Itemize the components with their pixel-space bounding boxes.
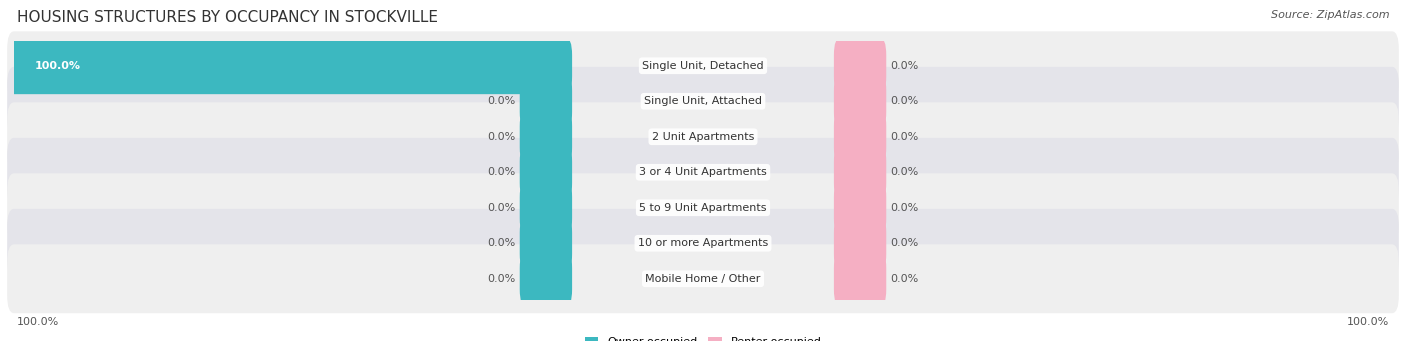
Text: 0.0%: 0.0% bbox=[890, 132, 918, 142]
Text: 100.0%: 100.0% bbox=[17, 317, 59, 327]
Text: 0.0%: 0.0% bbox=[488, 274, 516, 284]
Text: 0.0%: 0.0% bbox=[488, 167, 516, 177]
Text: 0.0%: 0.0% bbox=[890, 203, 918, 213]
Text: 0.0%: 0.0% bbox=[488, 132, 516, 142]
FancyBboxPatch shape bbox=[834, 38, 886, 94]
Text: 100.0%: 100.0% bbox=[35, 61, 80, 71]
Text: 0.0%: 0.0% bbox=[890, 61, 918, 71]
FancyBboxPatch shape bbox=[7, 102, 1399, 171]
FancyBboxPatch shape bbox=[7, 138, 1399, 207]
Text: Single Unit, Attached: Single Unit, Attached bbox=[644, 96, 762, 106]
FancyBboxPatch shape bbox=[834, 73, 886, 130]
Text: 0.0%: 0.0% bbox=[890, 96, 918, 106]
Text: Single Unit, Detached: Single Unit, Detached bbox=[643, 61, 763, 71]
FancyBboxPatch shape bbox=[7, 38, 572, 94]
Text: 10 or more Apartments: 10 or more Apartments bbox=[638, 238, 768, 248]
FancyBboxPatch shape bbox=[834, 144, 886, 201]
Text: 0.0%: 0.0% bbox=[488, 238, 516, 248]
FancyBboxPatch shape bbox=[520, 144, 572, 201]
FancyBboxPatch shape bbox=[7, 31, 1399, 100]
FancyBboxPatch shape bbox=[834, 108, 886, 165]
FancyBboxPatch shape bbox=[7, 209, 1399, 278]
Text: 0.0%: 0.0% bbox=[890, 238, 918, 248]
FancyBboxPatch shape bbox=[834, 179, 886, 236]
FancyBboxPatch shape bbox=[520, 108, 572, 165]
Text: 5 to 9 Unit Apartments: 5 to 9 Unit Apartments bbox=[640, 203, 766, 213]
Text: 0.0%: 0.0% bbox=[488, 96, 516, 106]
Text: 100.0%: 100.0% bbox=[1347, 317, 1389, 327]
FancyBboxPatch shape bbox=[520, 215, 572, 272]
FancyBboxPatch shape bbox=[520, 250, 572, 307]
FancyBboxPatch shape bbox=[7, 173, 1399, 242]
Text: Source: ZipAtlas.com: Source: ZipAtlas.com bbox=[1271, 10, 1389, 20]
Text: 3 or 4 Unit Apartments: 3 or 4 Unit Apartments bbox=[640, 167, 766, 177]
Text: 2 Unit Apartments: 2 Unit Apartments bbox=[652, 132, 754, 142]
FancyBboxPatch shape bbox=[520, 73, 572, 130]
Legend: Owner-occupied, Renter-occupied: Owner-occupied, Renter-occupied bbox=[581, 332, 825, 341]
FancyBboxPatch shape bbox=[7, 67, 1399, 136]
Text: 0.0%: 0.0% bbox=[488, 203, 516, 213]
FancyBboxPatch shape bbox=[520, 179, 572, 236]
Text: 0.0%: 0.0% bbox=[890, 167, 918, 177]
Text: 0.0%: 0.0% bbox=[890, 274, 918, 284]
FancyBboxPatch shape bbox=[834, 250, 886, 307]
Text: HOUSING STRUCTURES BY OCCUPANCY IN STOCKVILLE: HOUSING STRUCTURES BY OCCUPANCY IN STOCK… bbox=[17, 10, 437, 25]
FancyBboxPatch shape bbox=[7, 244, 1399, 313]
Text: Mobile Home / Other: Mobile Home / Other bbox=[645, 274, 761, 284]
FancyBboxPatch shape bbox=[834, 215, 886, 272]
